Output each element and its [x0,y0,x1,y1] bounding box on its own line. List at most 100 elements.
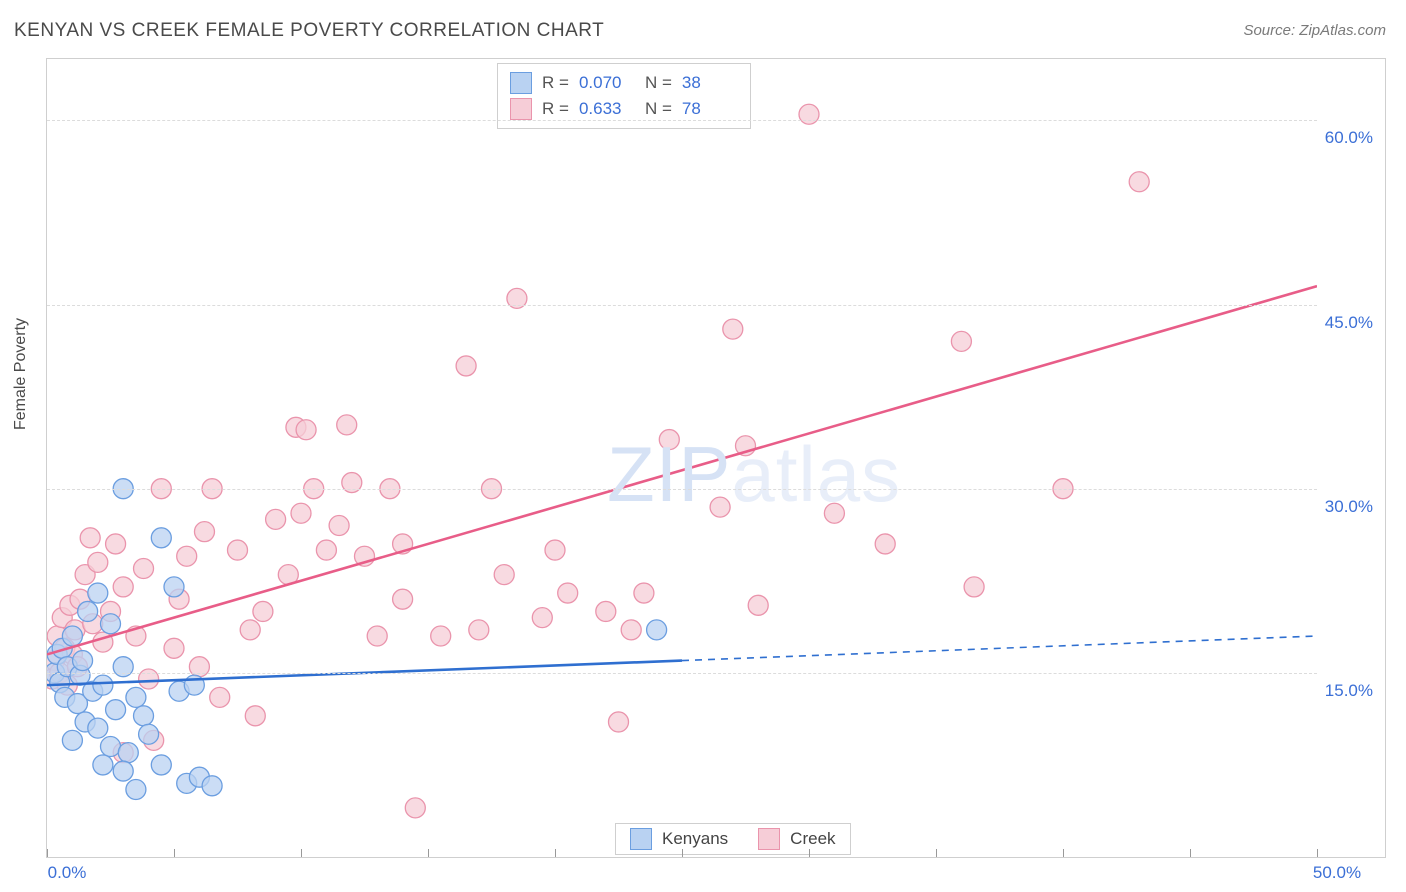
data-point-kenyans [151,528,171,548]
data-point-kenyans [113,761,133,781]
data-point-creek [951,331,971,351]
data-point-creek [228,540,248,560]
data-point-kenyans [73,651,93,671]
x-tick-label: 0.0% [48,863,87,883]
legend-item-creek: Creek [758,828,835,850]
y-tick-label: 15.0% [1325,681,1373,701]
data-point-kenyans [126,779,146,799]
data-point-creek [748,595,768,615]
gridline [47,673,1317,674]
x-tick [936,849,937,857]
data-point-kenyans [139,724,159,744]
data-point-creek [494,565,514,585]
stat-N-value: 38 [682,70,738,96]
stat-R-value: 0.070 [579,70,635,96]
data-point-creek [210,687,230,707]
data-point-kenyans [101,614,121,634]
data-point-creek [393,589,413,609]
x-tick [1317,849,1318,857]
data-point-kenyans [647,620,667,640]
data-point-kenyans [78,601,98,621]
stat-R-label: R = [542,70,569,96]
data-point-creek [824,503,844,523]
data-point-kenyans [134,706,154,726]
data-point-creek [164,638,184,658]
data-point-creek [710,497,730,517]
data-point-creek [456,356,476,376]
x-tick [809,849,810,857]
swatch-kenyans [630,828,652,850]
data-point-creek [634,583,654,603]
trend-line-creek [47,286,1317,654]
gridline [47,120,1317,121]
data-point-creek [113,577,133,597]
data-point-creek [545,540,565,560]
data-point-kenyans [106,700,126,720]
data-point-kenyans [88,718,108,738]
stats-row-creek: R = 0.633 N = 78 [510,96,738,122]
data-point-kenyans [202,776,222,796]
data-point-creek [266,509,286,529]
stats-row-kenyans: R =0.070N =38 [510,70,738,96]
data-point-creek [405,798,425,818]
series-legend: Kenyans Creek [615,823,851,855]
data-point-creek [177,546,197,566]
plot-container: ZIPatlas R =0.070N =38R =0.633N =78 Keny… [46,58,1386,858]
stat-R-label: R = [542,96,569,122]
data-point-kenyans [62,626,82,646]
x-tick [555,849,556,857]
data-point-creek [80,528,100,548]
data-point-creek [134,558,154,578]
legend-label: Creek [790,829,835,849]
x-tick [301,849,302,857]
y-tick-label: 30.0% [1325,497,1373,517]
stat-N-value: 78 [682,96,738,122]
data-point-creek [875,534,895,554]
data-point-creek [659,430,679,450]
data-point-kenyans [118,743,138,763]
swatch-kenyans [510,72,532,94]
scatter-plot [47,59,1317,857]
trend-line-kenyans-dashed [682,636,1317,661]
data-point-kenyans [88,583,108,603]
data-point-creek [240,620,260,640]
y-tick-label: 60.0% [1325,128,1373,148]
data-point-creek [296,420,316,440]
data-point-creek [88,552,108,572]
data-point-creek [723,319,743,339]
data-point-kenyans [62,730,82,750]
correlation-stats-legend: R = 0.070 N = 38R = 0.633 N = 78 [497,63,751,129]
data-point-creek [964,577,984,597]
gridline [47,489,1317,490]
data-point-kenyans [93,755,113,775]
stat-R-value: 0.633 [579,96,635,122]
x-tick [1190,849,1191,857]
x-tick [682,849,683,857]
data-point-kenyans [93,675,113,695]
data-point-creek [316,540,336,560]
gridline [47,305,1317,306]
data-point-creek [367,626,387,646]
data-point-creek [558,583,578,603]
legend-label: Kenyans [662,829,728,849]
x-tick-label: 50.0% [1313,863,1361,883]
data-point-kenyans [151,755,171,775]
y-tick-label: 45.0% [1325,313,1373,333]
data-point-creek [253,601,273,621]
data-point-creek [1129,172,1149,192]
swatch-creek [510,98,532,120]
stat-N-label: N = [645,96,672,122]
data-point-creek [621,620,641,640]
x-tick [174,849,175,857]
x-tick [1063,849,1064,857]
x-tick [47,849,48,857]
chart-title: KENYAN VS CREEK FEMALE POVERTY CORRELATI… [14,20,604,42]
data-point-creek [596,601,616,621]
data-point-creek [532,608,552,628]
y-axis-label: Female Poverty [12,318,30,430]
data-point-kenyans [101,737,121,757]
data-point-creek [431,626,451,646]
data-point-creek [337,415,357,435]
swatch-creek [758,828,780,850]
data-point-creek [469,620,489,640]
